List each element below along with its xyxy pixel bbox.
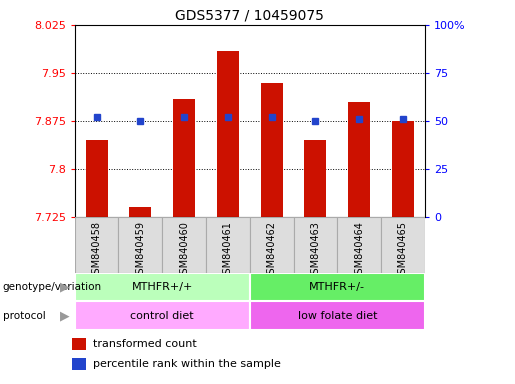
Text: GSM840462: GSM840462 — [267, 222, 277, 280]
Text: transformed count: transformed count — [93, 339, 197, 349]
Text: GSM840463: GSM840463 — [311, 222, 320, 280]
Bar — [75, 273, 250, 301]
Text: MTHFR+/+: MTHFR+/+ — [131, 282, 193, 292]
Bar — [173, 99, 195, 217]
Bar — [392, 121, 414, 217]
Bar — [250, 217, 294, 273]
Bar — [129, 207, 151, 217]
Bar — [118, 217, 162, 273]
Text: protocol: protocol — [3, 311, 45, 321]
Bar — [75, 301, 250, 330]
Bar — [381, 217, 425, 273]
Title: GDS5377 / 10459075: GDS5377 / 10459075 — [175, 8, 324, 22]
Bar — [72, 338, 86, 350]
Bar — [75, 217, 118, 273]
Text: ▶: ▶ — [60, 281, 70, 293]
Text: low folate diet: low folate diet — [298, 311, 377, 321]
Text: GSM840464: GSM840464 — [354, 222, 364, 280]
Text: percentile rank within the sample: percentile rank within the sample — [93, 359, 281, 369]
Bar — [85, 140, 108, 217]
Text: MTHFR+/-: MTHFR+/- — [310, 282, 365, 292]
Bar — [261, 83, 283, 217]
Bar — [217, 51, 239, 217]
Bar — [206, 217, 250, 273]
Bar — [294, 217, 337, 273]
Bar — [304, 140, 327, 217]
Bar — [72, 358, 86, 370]
Text: GSM840460: GSM840460 — [179, 222, 189, 280]
Bar — [337, 217, 381, 273]
Text: genotype/variation: genotype/variation — [3, 282, 101, 292]
Text: GSM840461: GSM840461 — [223, 222, 233, 280]
Bar — [250, 273, 425, 301]
Bar — [348, 102, 370, 217]
Text: GSM840458: GSM840458 — [92, 222, 101, 280]
Text: GSM840459: GSM840459 — [135, 222, 145, 280]
Bar — [162, 217, 206, 273]
Bar — [250, 301, 425, 330]
Text: GSM840465: GSM840465 — [398, 222, 408, 280]
Text: control diet: control diet — [130, 311, 194, 321]
Text: ▶: ▶ — [60, 310, 70, 322]
